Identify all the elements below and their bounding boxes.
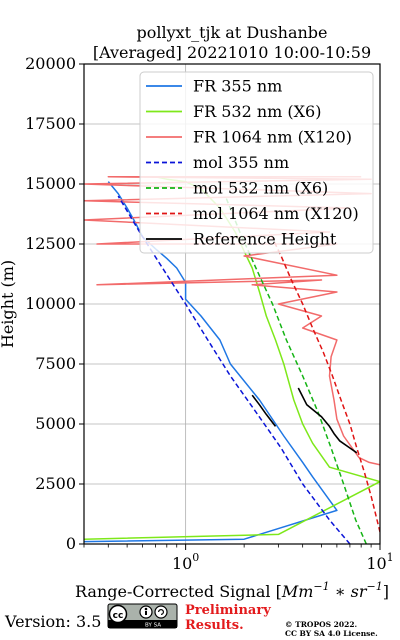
axis-ticks: 0 2500 5000 7500 10000 12500 15000 17500 20000 10… [25, 54, 394, 573]
x-tick-label: 100 [172, 551, 199, 573]
series-line-6 [251, 394, 277, 427]
legend: FR 355 nm FR 532 nm (X6) FR 1064 nm (X120)… [139, 71, 374, 254]
legend-label: mol 355 nm [193, 153, 289, 172]
chart-title-line1: pollyxt_tjk at Dushanbe [136, 23, 327, 42]
x-tick-label: 101 [366, 551, 393, 573]
legend-label: Reference Height [193, 230, 337, 249]
y-tick-label: 2500 [35, 474, 76, 493]
legend-label: mol 532 nm (X6) [193, 179, 328, 198]
legend-label: FR 1064 nm (X120) [193, 128, 352, 147]
y-tick-label: 10000 [25, 294, 76, 313]
y-axis-label: Height (m) [0, 260, 17, 348]
series-line-0 [84, 181, 338, 543]
legend-label: FR 355 nm [193, 77, 282, 96]
y-tick-label: 12500 [25, 234, 76, 253]
copyright-line-2: CC BY SA 4.0 License. [285, 629, 378, 638]
cc-by-sa-badge-icon: cc BY SA [107, 603, 178, 629]
y-tick-label: 5000 [35, 414, 76, 433]
series-line-6 [297, 387, 358, 454]
series-line-3 [117, 195, 351, 544]
chart-title-line2: [Averaged] 20221010 10:00-10:59 [93, 43, 371, 62]
badge-label: BY SA [145, 623, 161, 629]
legend-box [139, 71, 374, 254]
legend-label: FR 532 nm (X6) [193, 102, 321, 121]
series-line-4 [224, 195, 367, 544]
preliminary-label-1: Preliminary [185, 603, 271, 618]
copyright-line-1: © TROPOS 2022. [285, 620, 357, 629]
x-axis-label: Range-Corrected Signal [Mm−1 ∗ sr−1] [75, 580, 389, 601]
y-tick-label: 7500 [35, 354, 76, 373]
legend-label: mol 1064 nm (X120) [193, 204, 359, 223]
preliminary-label-2: Results. [185, 618, 244, 633]
y-tick-label: 15000 [25, 174, 76, 193]
version-label: Version: 3.5 [4, 612, 101, 631]
y-tick-label: 0 [66, 534, 76, 553]
series-line-5 [268, 231, 380, 533]
svg-text:cc: cc [113, 611, 124, 621]
y-tick-label: 20000 [25, 54, 76, 73]
y-tick-label: 17500 [25, 114, 76, 133]
